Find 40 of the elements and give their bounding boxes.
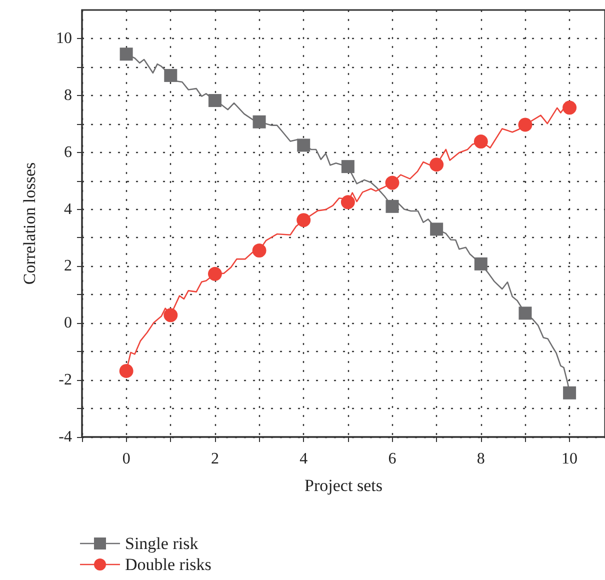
point <box>518 306 532 320</box>
point <box>208 94 222 108</box>
x-tick-label: 8 <box>476 450 485 468</box>
point <box>296 213 311 228</box>
legend-label: Single risk <box>125 534 199 553</box>
y-tick-label: 2 <box>64 258 72 275</box>
point <box>474 257 488 270</box>
point <box>563 386 576 400</box>
point <box>119 364 134 378</box>
x-tick-label: 4 <box>300 450 308 468</box>
y-tick-label: -4 <box>58 428 72 446</box>
x-tick-label: 0 <box>122 450 130 468</box>
y-tick-label: 6 <box>64 144 72 161</box>
point <box>518 118 532 132</box>
point <box>385 176 400 190</box>
x-tick-label: 2 <box>210 450 219 468</box>
point <box>252 115 266 128</box>
y-tick-label: 0 <box>64 314 72 332</box>
y-tick-label: 4 <box>64 200 72 218</box>
point <box>164 68 178 82</box>
point <box>297 138 310 152</box>
point <box>562 100 577 115</box>
point <box>208 266 222 281</box>
legend-label: Double risks <box>125 555 212 574</box>
point <box>120 48 133 61</box>
point <box>386 200 399 213</box>
x-axis-title: Project sets <box>304 476 382 495</box>
y-tick-label: 8 <box>64 86 72 104</box>
point <box>430 158 444 172</box>
point <box>340 195 355 210</box>
point <box>341 160 354 174</box>
point <box>430 222 444 236</box>
y-tick-label: -2 <box>58 372 72 389</box>
y-axis-title: Correlation losses <box>20 162 39 285</box>
point <box>164 308 178 322</box>
point <box>252 244 266 258</box>
x-tick-label: 10 <box>562 450 578 468</box>
x-tick-label: 6 <box>388 450 396 468</box>
point <box>474 134 488 149</box>
y-tick-label: 10 <box>56 30 72 47</box>
